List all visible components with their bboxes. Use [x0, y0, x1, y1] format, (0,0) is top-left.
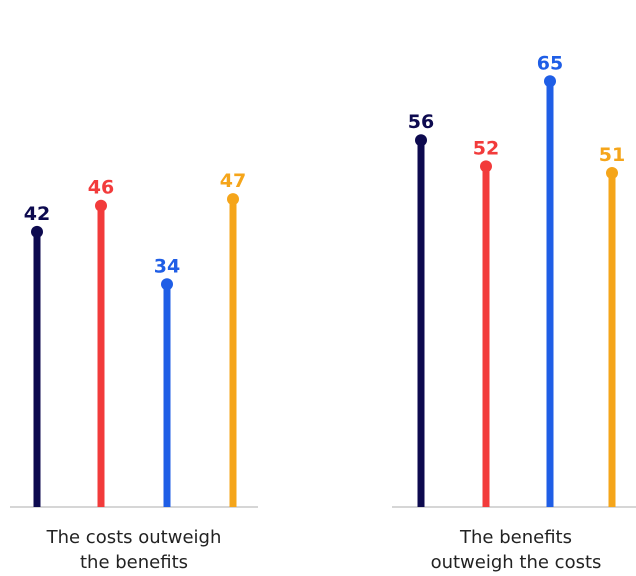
data-label: 42	[24, 203, 50, 225]
lollipop-dot	[31, 225, 43, 238]
data-label: 65	[537, 52, 563, 74]
category-label: The costs outweigh	[46, 527, 222, 548]
category-label: outweigh the costs	[431, 552, 602, 573]
data-label: 56	[408, 111, 434, 133]
lollipop-dot	[606, 166, 618, 179]
chart-group-2: 56 52 65 51 The benefits outweigh the costs	[392, 52, 636, 573]
lollipop-dot	[480, 160, 492, 173]
chart-group-1: 42 46 34 47 The costs outweigh the benefits	[10, 170, 258, 573]
lollipop-dot	[95, 199, 107, 212]
data-label: 52	[473, 137, 499, 159]
lollipop-dot	[415, 134, 427, 147]
data-label: 34	[154, 255, 180, 277]
lollipop-dot	[227, 193, 239, 206]
lollipop-dot	[161, 278, 173, 291]
data-label: 46	[88, 177, 114, 199]
category-label: The benefits	[459, 527, 572, 548]
lollipop-dot	[544, 75, 556, 88]
data-label: 51	[599, 144, 625, 166]
category-label: the benefits	[80, 552, 188, 573]
data-label: 47	[220, 170, 246, 192]
